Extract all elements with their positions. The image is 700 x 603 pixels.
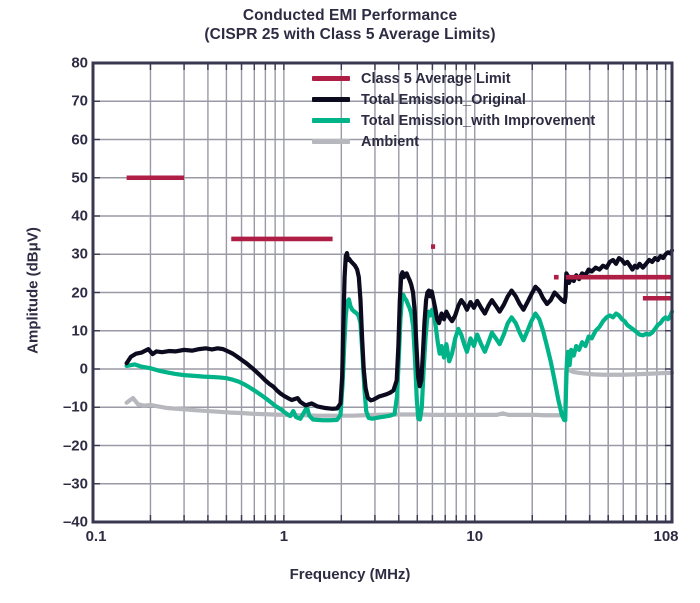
x-tick-label: 10: [466, 528, 484, 545]
y-tick-label: 50: [71, 169, 88, 187]
legend-item[interactable]: Class 5 Average Limit: [312, 68, 595, 89]
y-tick-label: 30: [71, 245, 88, 263]
legend-swatch-icon: [312, 76, 350, 81]
y-tick-label: –40: [62, 513, 88, 531]
y-tick-label: –30: [62, 475, 88, 493]
title-line-2: (CISPR 25 with Class 5 Average Limits): [204, 26, 496, 44]
legend-label: Class 5 Average Limit: [361, 70, 511, 87]
y-tick-label: 0: [79, 360, 88, 378]
x-tick-label: 1: [279, 528, 289, 545]
y-tick-label: 10: [71, 322, 88, 340]
title-line-1: Conducted EMI Performance: [242, 7, 458, 24]
legend-item[interactable]: Total Emission_with Improvement: [312, 110, 595, 131]
legend-item[interactable]: Total Emission_Original: [312, 89, 595, 110]
y-axis-label: Amplitude (dBμV): [24, 227, 42, 354]
legend-label: Total Emission_Original: [361, 91, 526, 108]
y-tick-label: –20: [62, 437, 88, 454]
legend-swatch-icon: [312, 97, 350, 102]
y-axis-ticks: 80 70 60 50 40 30 20 10 0 –10 –20 –30 –40: [40, 0, 88, 603]
x-tick-label: 108: [653, 528, 679, 545]
chart-title: Conducted EMI Performance (CISPR 25 with…: [0, 6, 700, 45]
legend-label: Total Emission_with Improvement: [361, 112, 596, 129]
chart-legend: Class 5 Average Limit Total Emission_Orig…: [312, 68, 595, 152]
legend-swatch-icon: [312, 118, 350, 123]
y-tick-label: –10: [62, 398, 88, 416]
legend-swatch-icon: [312, 139, 350, 144]
y-tick-label: 60: [71, 131, 88, 148]
y-tick-label: 80: [71, 54, 88, 72]
legend-item[interactable]: Ambient: [312, 131, 595, 152]
x-axis-label: Frequency (MHz): [289, 566, 411, 583]
y-tick-label: 70: [71, 92, 88, 110]
y-tick-label: 20: [71, 284, 88, 301]
x-tick-label: 0.1: [85, 528, 107, 545]
y-tick-label: 40: [71, 207, 88, 225]
legend-label: Ambient: [361, 133, 419, 150]
